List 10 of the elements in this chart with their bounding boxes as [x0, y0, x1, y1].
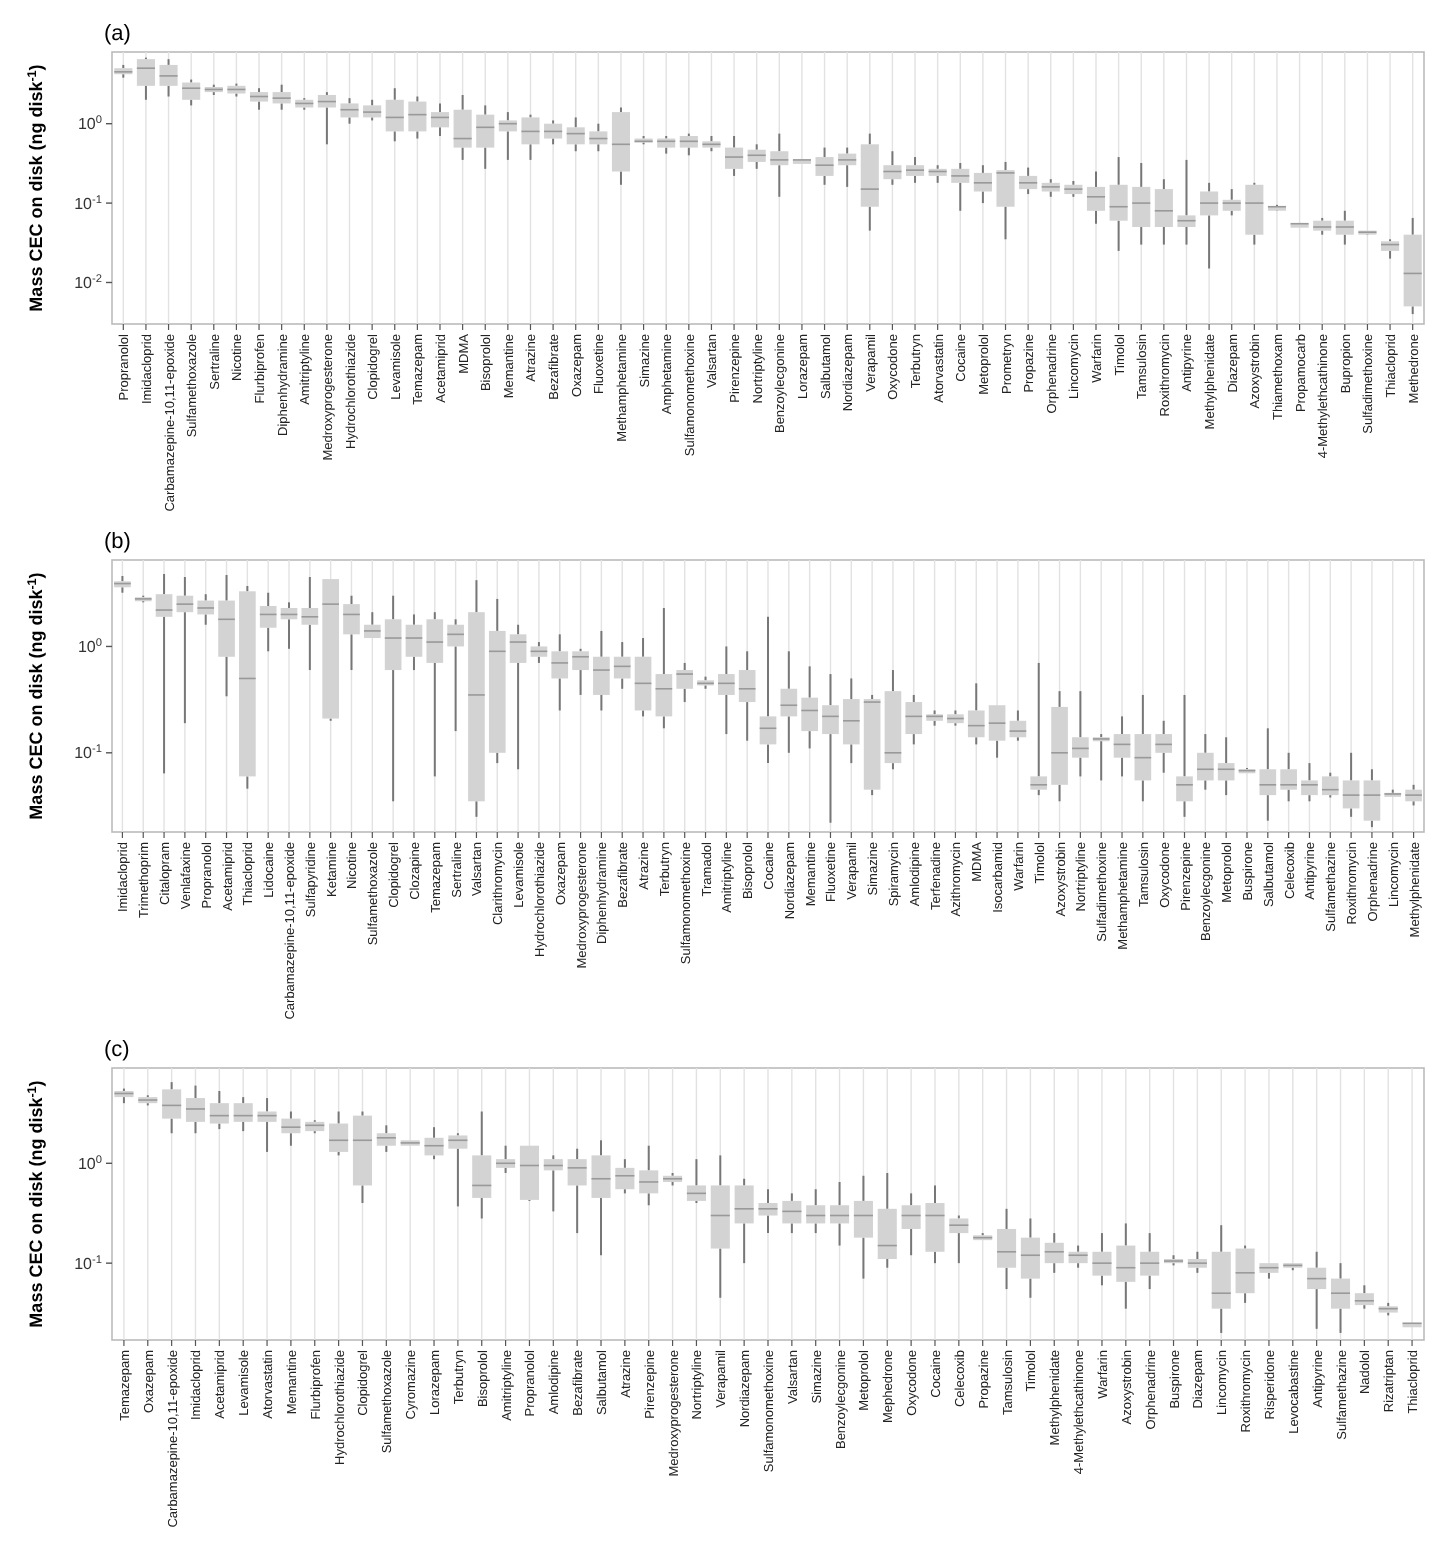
- y-tick-label: 10$^{-1}$: [74, 194, 102, 213]
- chart-title: (b): [104, 530, 131, 554]
- y-tick-label: 10$^{0}$: [77, 1154, 102, 1173]
- y-tick-label: 10$^{-1}$: [74, 1254, 102, 1273]
- y-tick-label: 10$^{-2}$: [74, 274, 102, 293]
- y-tick-label: 10$^{0}$: [77, 638, 102, 657]
- chart-title: (a): [104, 22, 131, 46]
- chart-title: (c): [104, 1038, 130, 1062]
- y-tick-label: 10$^{-1}$: [74, 744, 102, 763]
- y-tick-label: 10$^{0}$: [77, 115, 102, 134]
